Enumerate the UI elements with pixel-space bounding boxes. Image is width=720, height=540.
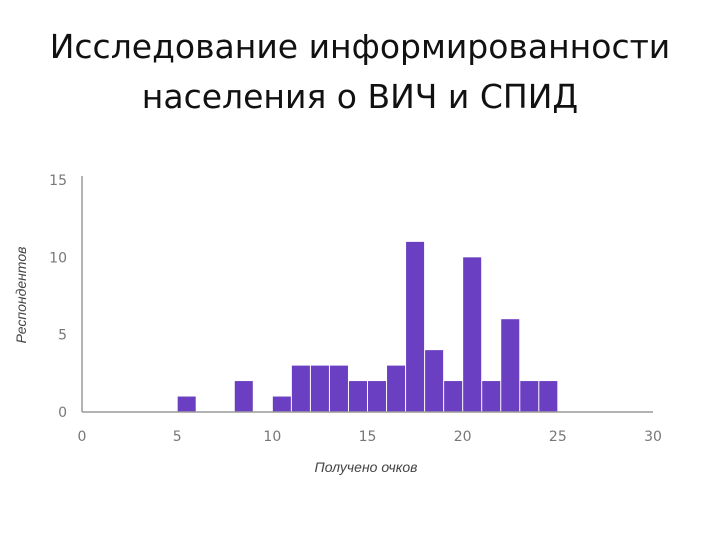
x-tick-label: 0 (78, 429, 87, 445)
histogram-bar (177, 396, 196, 412)
x-tick-label: 5 (173, 429, 182, 445)
histogram-bar (368, 381, 387, 412)
histogram-bar (463, 257, 482, 412)
histogram-bar (272, 396, 291, 412)
x-tick-label: 15 (359, 429, 377, 445)
histogram-bar (425, 350, 444, 412)
histogram-bar (406, 241, 425, 412)
slide-title: Исследование информированности населения… (49, 27, 671, 116)
y-axis-title: Респондентов (13, 247, 29, 344)
histogram-bar (234, 381, 253, 412)
y-tick-label: 10 (49, 250, 67, 266)
histogram-bar (329, 365, 348, 412)
histogram-bar (501, 319, 520, 412)
histogram-bar (539, 381, 558, 412)
histogram-bar (310, 365, 329, 412)
histogram-bar (291, 365, 310, 412)
histogram-bar (444, 381, 463, 412)
bars-group (177, 241, 558, 412)
x-tick-label: 20 (454, 429, 472, 445)
y-tick-label: 5 (58, 328, 67, 344)
y-tick-label: 15 (49, 173, 67, 189)
x-tick-label: 25 (549, 429, 567, 445)
histogram-bar (387, 365, 406, 412)
histogram-bar (348, 381, 367, 412)
x-axis-ticks: 0 5 10 15 20 25 30 (78, 429, 662, 445)
x-tick-label: 10 (263, 429, 281, 445)
x-tick-label: 30 (644, 429, 662, 445)
y-tick-label: 0 (58, 405, 67, 421)
histogram-bar (520, 381, 539, 412)
histogram-bar (482, 381, 501, 412)
y-axis-ticks: 0 5 10 15 (49, 173, 67, 421)
x-axis-title: Получено очков (315, 459, 418, 475)
